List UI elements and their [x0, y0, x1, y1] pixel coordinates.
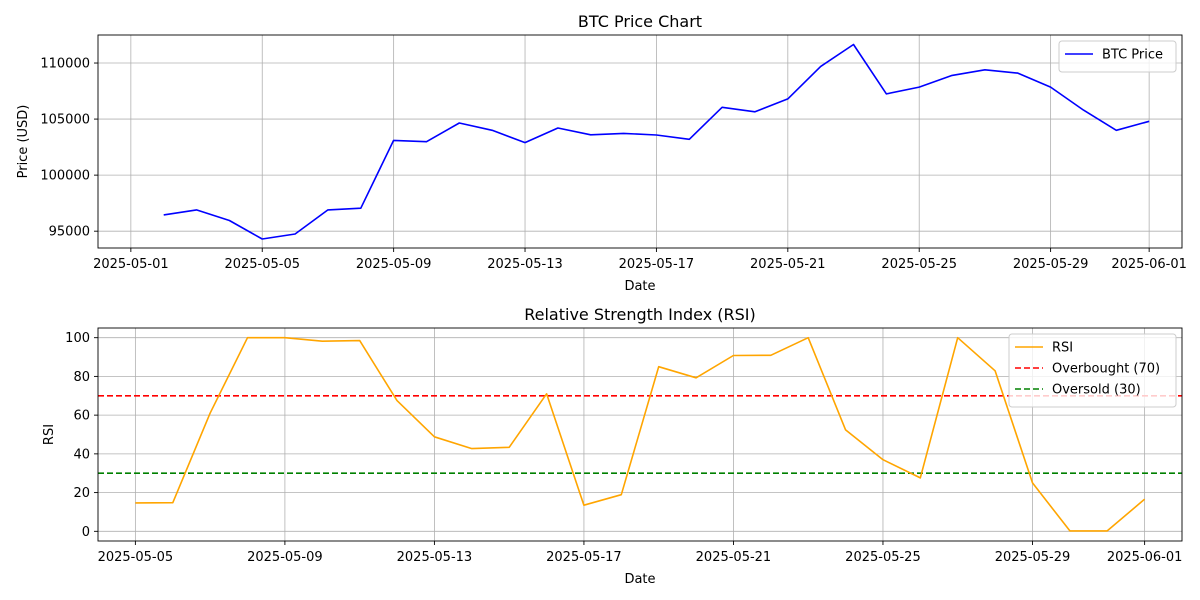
- chart-1: 2025-05-01 2025-05-05 2025-05-09 2025-05-13…: [16, 12, 1187, 294]
- x-tick-label: 2025-05-25: [845, 550, 921, 565]
- plot-frame: [97, 34, 1183, 249]
- x-tick-label: 2025-05-09: [247, 550, 323, 565]
- x-tick-label: 2025-05-09: [356, 257, 432, 272]
- x-tick-label: 2025-06-01: [1111, 257, 1187, 272]
- x-tick-label: 2025-05-21: [750, 257, 826, 272]
- legend-label: BTC Price: [1102, 48, 1163, 63]
- legend: BTC Price: [1058, 40, 1177, 73]
- y-axis-label: Price (USD): [16, 105, 31, 179]
- y-tick-label: 105000: [40, 113, 90, 128]
- x-tick-label: 2025-05-21: [696, 550, 772, 565]
- y-tick-label: 60: [73, 409, 90, 424]
- legend-box: [1008, 333, 1177, 408]
- y-tick-label: 20: [73, 486, 90, 501]
- x-tick-label: 2025-05-05: [98, 550, 174, 565]
- y-tick-label: 110000: [40, 57, 90, 72]
- x-tick-label: 2025-05-17: [546, 550, 622, 565]
- x-tick-label: 2025-05-17: [619, 257, 695, 272]
- chart-title: BTC Price Chart: [578, 12, 702, 31]
- y-tick-label: 40: [73, 447, 90, 462]
- x-tick-label: 2025-05-29: [1013, 257, 1089, 272]
- chart-title: Relative Strength Index (RSI): [524, 305, 756, 324]
- y-tick-label: 0: [82, 525, 90, 540]
- x-tick-label: 2025-06-01: [1107, 550, 1183, 565]
- series-line: [163, 43, 1150, 240]
- x-tick-label: 2025-05-25: [881, 257, 957, 272]
- x-tick-label: 2025-05-13: [487, 257, 563, 272]
- legend-label: RSI: [1052, 341, 1073, 356]
- x-tick-label: 2025-05-01: [93, 257, 169, 272]
- x-axis-label: Date: [624, 572, 655, 587]
- chart-2: 2025-05-05 2025-05-09 2025-05-13 2025-05-17…: [42, 305, 1183, 587]
- x-tick-label: 2025-05-05: [224, 257, 300, 272]
- series-line: [135, 336, 1146, 532]
- x-tick-label: 2025-05-13: [397, 550, 473, 565]
- x-tick-label: 2025-05-29: [995, 550, 1071, 565]
- y-axis-label: RSI: [42, 424, 57, 445]
- y-tick-label: 100000: [40, 169, 90, 184]
- legend-box: [1058, 40, 1177, 73]
- x-axis-label: Date: [624, 279, 655, 294]
- y-tick-label: 95000: [49, 225, 90, 240]
- legend-label: Overbought (70): [1052, 362, 1160, 377]
- y-tick-label: 100: [65, 331, 90, 346]
- y-tick-label: 80: [73, 370, 90, 385]
- legend: RSI Overbought (70) Oversold (30): [1008, 333, 1177, 408]
- legend-label: Oversold (30): [1052, 383, 1141, 398]
- plot-frame: [97, 327, 1183, 542]
